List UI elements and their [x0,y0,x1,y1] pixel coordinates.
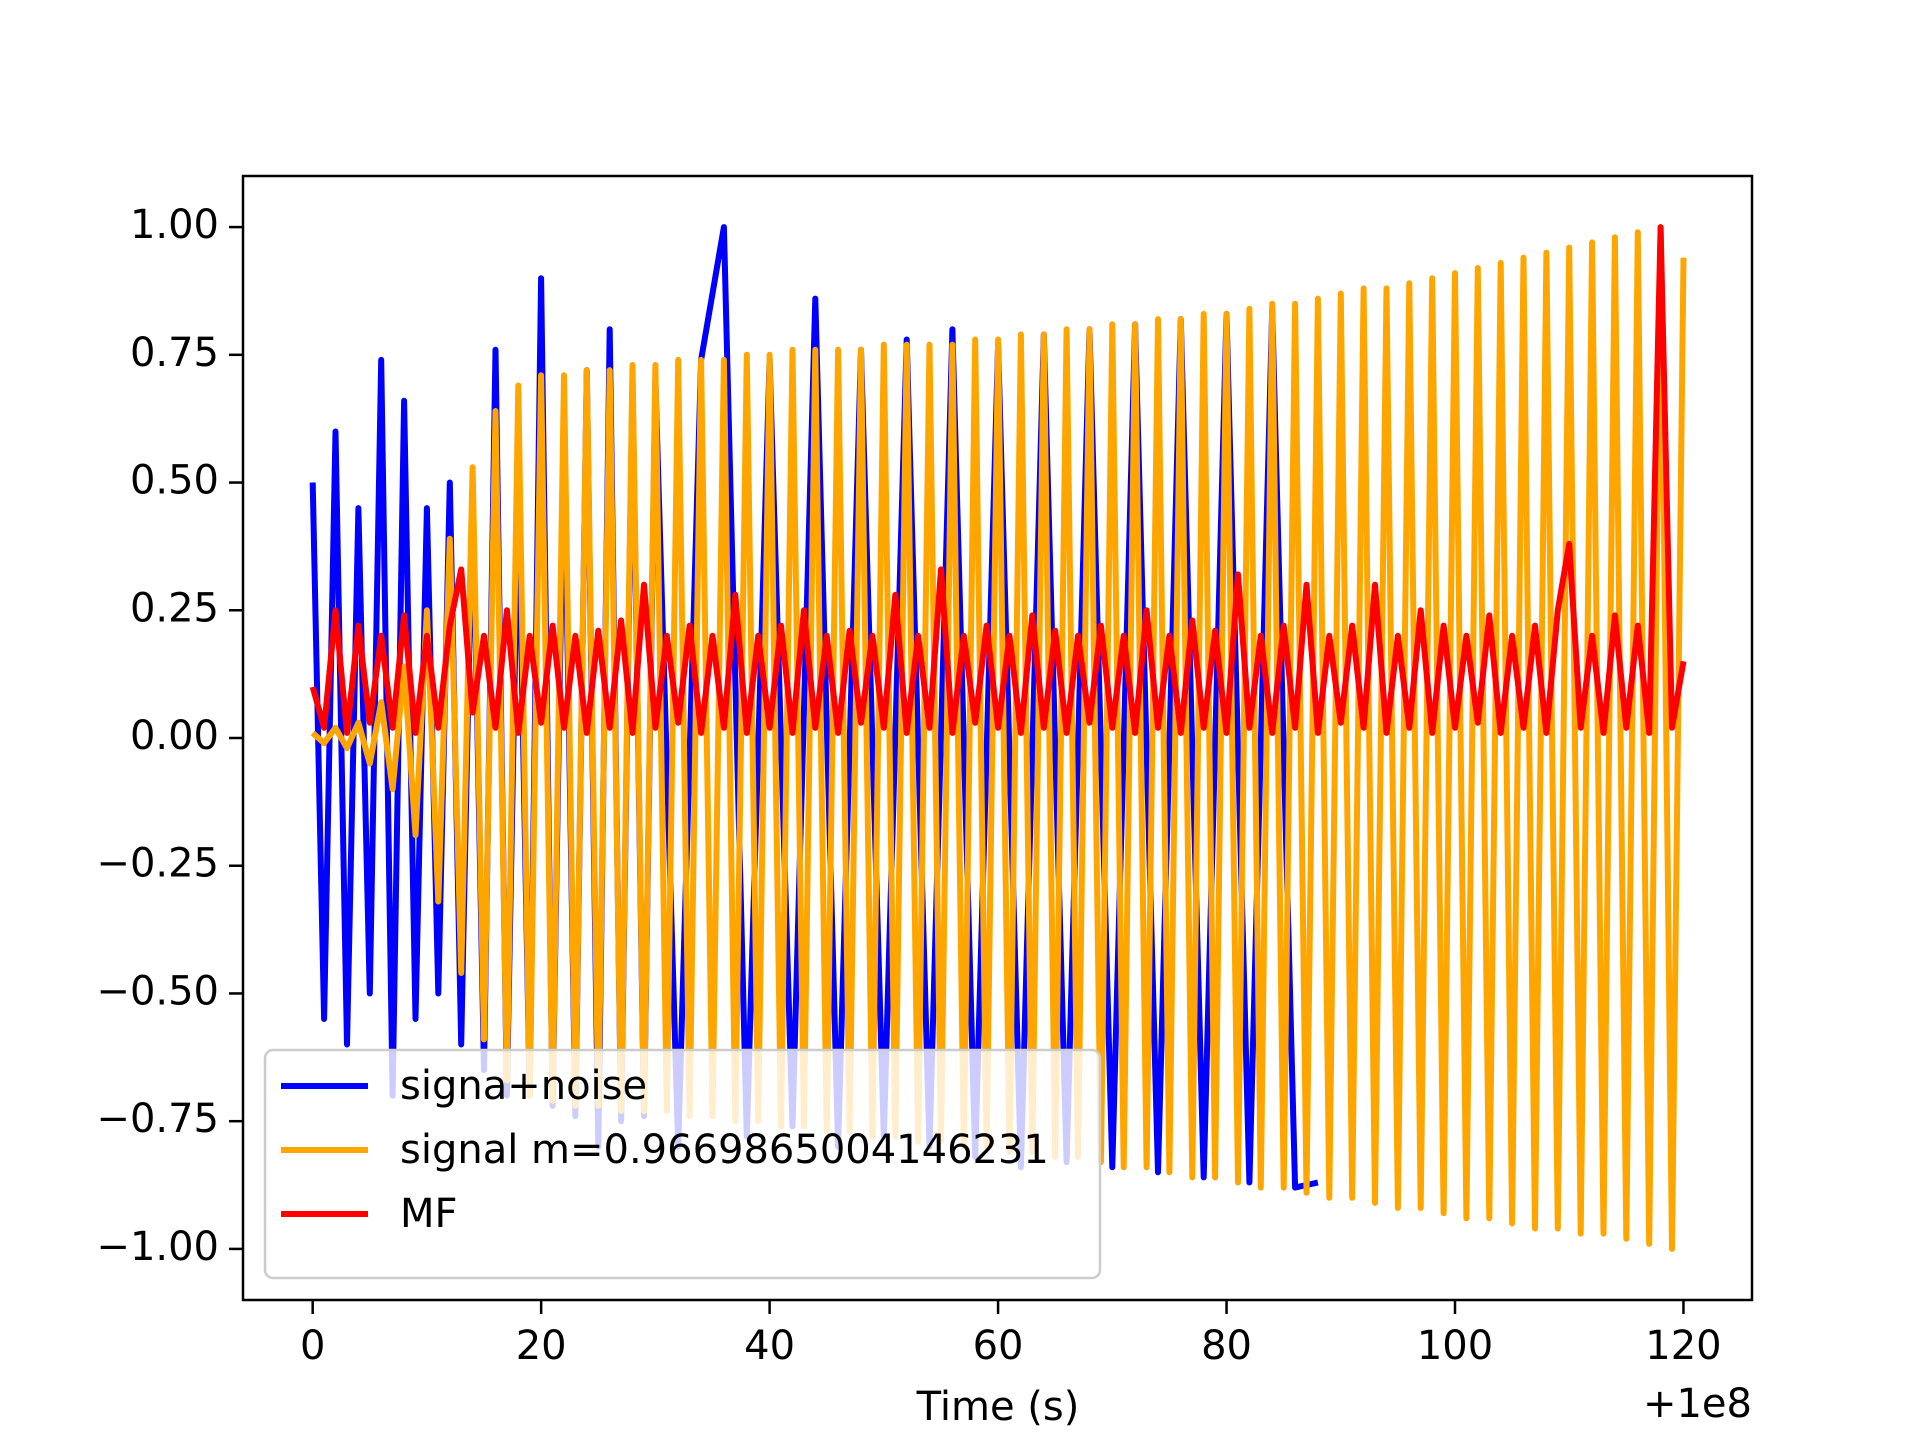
x-tick-label: 120 [1645,1323,1721,1369]
plot-area [309,224,1687,1252]
y-tick-label: −0.75 [96,1096,219,1142]
legend-label: MF [400,1191,458,1237]
x-tick-label: 40 [744,1323,795,1369]
axes: 0 20 40 60 80 100 120 −1.00 −0.75 −0.50 −0.25 0.00 0… [96,202,1721,1369]
x-axis-label: Time (s) [916,1384,1080,1430]
y-tick-label: 0.00 [130,713,219,759]
series-line [309,224,1687,736]
series-line [310,224,1687,1252]
legend-label: signal m=0.9669865004146231 [400,1127,1049,1173]
legend: signa+noise signal m=0.9669865004146231 MF [263,1048,1102,1280]
x-tick-label: 0 [300,1323,325,1369]
y-tick-label: 0.50 [130,458,219,504]
x-tick-label: 80 [1201,1323,1252,1369]
y-tick-label: −0.50 [96,968,219,1014]
x-tick-label: 60 [973,1323,1024,1369]
y-tick-label: 0.75 [130,330,219,376]
y-tick-label: 0.25 [130,585,219,631]
y-tick-label: −0.25 [96,841,219,887]
x-offset-label: +1e8 [1643,1381,1752,1427]
x-tick-label: 100 [1417,1323,1493,1369]
legend-box [263,1048,1102,1280]
y-tick-label: 1.00 [130,202,219,248]
legend-label: signa+noise [400,1063,647,1109]
x-tick-label: 20 [516,1323,567,1369]
y-tick-label: −1.00 [96,1224,219,1270]
